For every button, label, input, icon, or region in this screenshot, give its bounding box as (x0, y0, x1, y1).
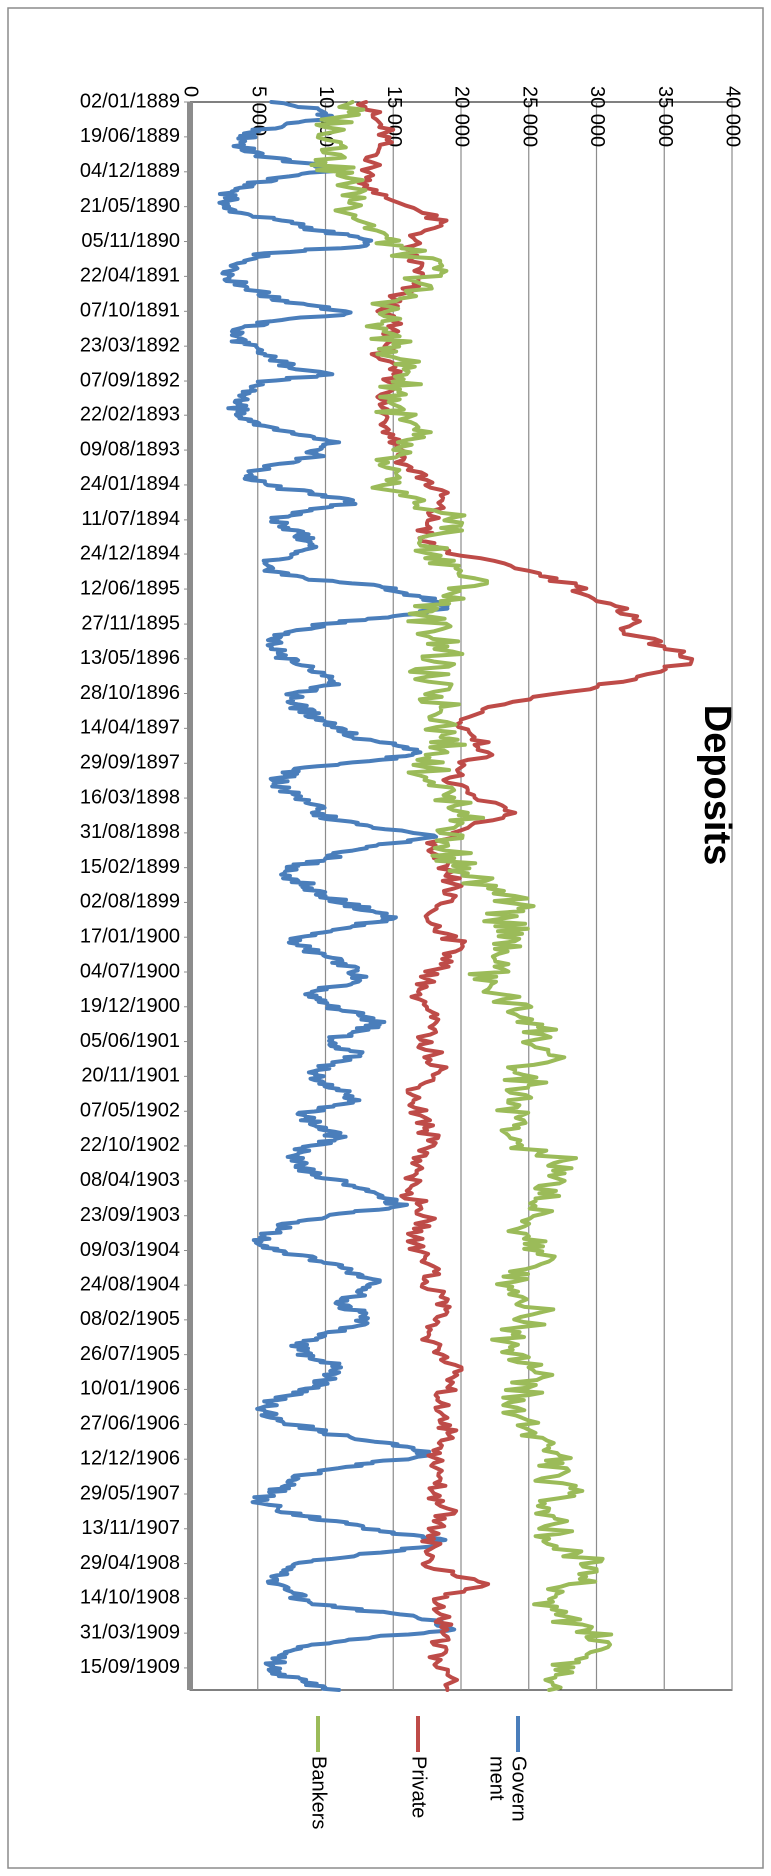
date-tick-label: 22/04/1891 (80, 265, 180, 287)
date-tick-label: 05/06/1901 (80, 1030, 180, 1052)
date-tick-label: 27/11/1895 (81, 612, 180, 634)
date-tick-label: 15/09/1909 (80, 1656, 180, 1678)
date-tick-label: 16/03/1898 (80, 786, 180, 808)
date-tick-label: 26/07/1905 (80, 1343, 180, 1365)
date-tick-label: 23/03/1892 (80, 334, 180, 356)
date-tick-label: 15/02/1899 (80, 856, 180, 878)
legend-label: Govern (508, 1756, 530, 1822)
value-tick-label: 5 000 (247, 86, 269, 136)
date-tick-label: 11/07/1894 (81, 508, 180, 530)
date-tick-label: 31/08/1898 (80, 821, 180, 843)
date-tick-label: 09/03/1904 (80, 1239, 180, 1261)
legend-label: Bankers (308, 1756, 330, 1829)
date-tick-label: 21/05/1890 (80, 195, 180, 217)
value-tick-label: 0 (180, 86, 202, 97)
date-tick-label: 22/10/1902 (80, 1134, 180, 1156)
date-tick-label: 09/08/1893 (80, 438, 180, 460)
date-tick-label: 17/01/1900 (80, 925, 180, 947)
date-tick-label: 07/09/1892 (80, 369, 180, 391)
value-tick-label: 25 000 (518, 86, 540, 147)
date-tick-label: 04/12/1889 (80, 160, 180, 182)
series-line (309, 100, 614, 1692)
date-tick-label: 22/02/1893 (80, 403, 180, 425)
date-tick-label: 29/09/1897 (80, 752, 180, 774)
date-tick-label: 24/01/1894 (80, 473, 180, 495)
date-tick-label: 05/11/1890 (81, 230, 180, 252)
date-tick-label: 13/11/1907 (81, 1517, 180, 1539)
date-tick-label: 02/01/1889 (80, 90, 180, 112)
legend-label: ment (486, 1756, 508, 1801)
series-line (356, 100, 695, 1692)
date-tick-label: 08/04/1903 (80, 1169, 180, 1191)
date-tick-label: 14/04/1897 (80, 717, 180, 739)
value-tick-label: 20 000 (451, 86, 473, 147)
date-tick-label: 24/08/1904 (80, 1273, 180, 1295)
value-tick-label: 30 000 (586, 86, 608, 147)
date-tick-label: 14/10/1908 (80, 1587, 180, 1609)
date-tick-label: 29/05/1907 (80, 1482, 180, 1504)
date-tick-label: 07/10/1891 (80, 300, 180, 322)
date-tick-label: 27/06/1906 (80, 1413, 180, 1435)
date-tick-label: 19/06/1889 (80, 125, 180, 147)
value-tick-label: 40 000 (722, 86, 744, 147)
date-tick-label: 29/04/1908 (80, 1552, 180, 1574)
date-tick-label: 20/11/1901 (81, 1065, 180, 1087)
date-tick-label: 07/05/1902 (80, 1100, 180, 1122)
series-line (217, 100, 457, 1692)
value-tick-label: 35 000 (654, 86, 676, 147)
date-tick-label: 12/12/1906 (80, 1447, 180, 1469)
date-tick-label: 24/12/1894 (80, 542, 180, 564)
date-tick-label: 28/10/1896 (80, 682, 180, 704)
date-tick-label: 02/08/1899 (80, 891, 180, 913)
date-tick-label: 12/06/1895 (80, 577, 180, 599)
value-axis-line (187, 102, 193, 1690)
date-tick-label: 10/01/1906 (80, 1378, 180, 1400)
date-tick-label: 08/02/1905 (80, 1308, 180, 1330)
chart-border (7, 7, 764, 1869)
date-tick-label: 19/12/1900 (80, 995, 180, 1017)
date-tick-label: 31/03/1909 (80, 1621, 180, 1643)
date-tick-label: 04/07/1900 (80, 960, 180, 982)
date-tick-label: 23/09/1903 (80, 1204, 180, 1226)
chart-title: Deposits (696, 705, 738, 865)
date-tick-label: 13/05/1896 (80, 647, 180, 669)
legend-label: Private (408, 1756, 430, 1818)
